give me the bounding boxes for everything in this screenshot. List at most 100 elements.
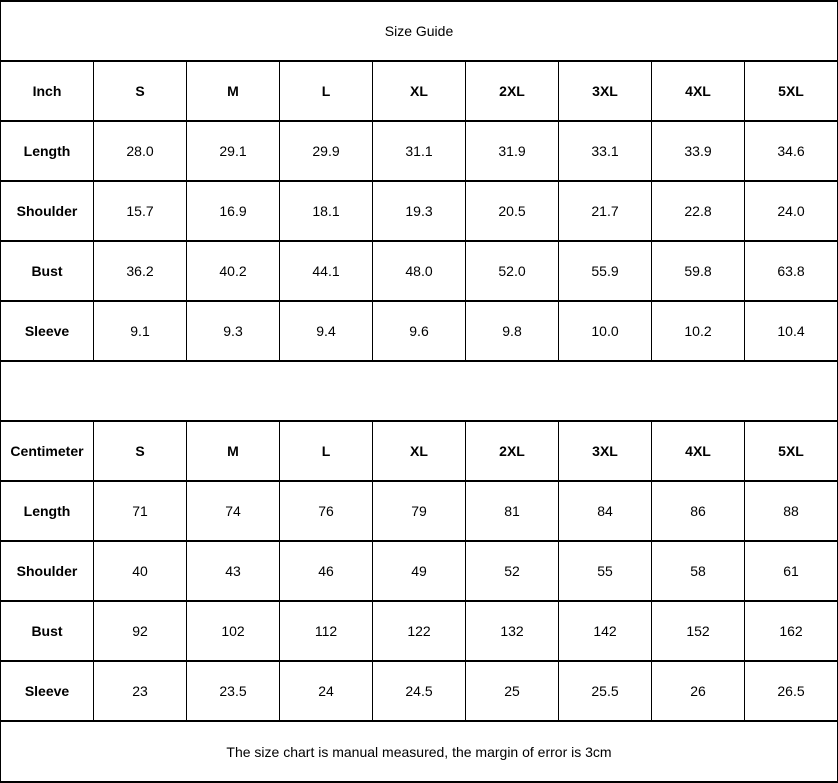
- value-cell: 81: [465, 480, 559, 542]
- unit-header-inch: Inch: [0, 60, 94, 122]
- size-header: L: [279, 420, 373, 482]
- value-cell: 36.2: [93, 240, 187, 302]
- value-cell: 112: [279, 600, 373, 662]
- value-cell: 122: [372, 600, 466, 662]
- value-cell: 33.1: [558, 120, 652, 182]
- size-header: XL: [372, 60, 466, 122]
- value-cell: 79: [372, 480, 466, 542]
- value-cell: 25: [465, 660, 559, 722]
- centimeter-length-row: Length 71 74 76 79 81 84 86 88: [0, 480, 838, 542]
- value-cell: 52.0: [465, 240, 559, 302]
- size-header: 5XL: [744, 420, 838, 482]
- value-cell: 9.4: [279, 300, 373, 362]
- value-cell: 16.9: [186, 180, 280, 242]
- value-cell: 59.8: [651, 240, 745, 302]
- value-cell: 152: [651, 600, 745, 662]
- value-cell: 31.1: [372, 120, 466, 182]
- centimeter-header-row: Centimeter S M L XL 2XL 3XL 4XL 5XL: [0, 420, 838, 482]
- value-cell: 43: [186, 540, 280, 602]
- value-cell: 92: [93, 600, 187, 662]
- value-cell: 21.7: [558, 180, 652, 242]
- value-cell: 55: [558, 540, 652, 602]
- size-header: 2XL: [465, 420, 559, 482]
- value-cell: 23: [93, 660, 187, 722]
- inch-header-row: Inch S M L XL 2XL 3XL 4XL 5XL: [0, 60, 838, 122]
- value-cell: 76: [279, 480, 373, 542]
- size-header: M: [186, 420, 280, 482]
- centimeter-bust-row: Bust 92 102 112 122 132 142 152 162: [0, 600, 838, 662]
- row-label-length: Length: [0, 480, 94, 542]
- value-cell: 24: [279, 660, 373, 722]
- value-cell: 63.8: [744, 240, 838, 302]
- value-cell: 26: [651, 660, 745, 722]
- value-cell: 88: [744, 480, 838, 542]
- value-cell: 9.1: [93, 300, 187, 362]
- row-label-shoulder: Shoulder: [0, 180, 94, 242]
- row-label-bust: Bust: [0, 240, 94, 302]
- size-header: L: [279, 60, 373, 122]
- inch-shoulder-row: Shoulder 15.7 16.9 18.1 19.3 20.5 21.7 2…: [0, 180, 838, 242]
- size-header: S: [93, 420, 187, 482]
- size-header: XL: [372, 420, 466, 482]
- row-label-sleeve: Sleeve: [0, 300, 94, 362]
- footer-note: The size chart is manual measured, the m…: [0, 720, 838, 783]
- row-label-shoulder: Shoulder: [0, 540, 94, 602]
- page-title: Size Guide: [0, 0, 838, 62]
- value-cell: 9.3: [186, 300, 280, 362]
- inch-bust-row: Bust 36.2 40.2 44.1 48.0 52.0 55.9 59.8 …: [0, 240, 838, 302]
- value-cell: 26.5: [744, 660, 838, 722]
- value-cell: 15.7: [93, 180, 187, 242]
- value-cell: 55.9: [558, 240, 652, 302]
- inch-sleeve-row: Sleeve 9.1 9.3 9.4 9.6 9.8 10.0 10.2 10.…: [0, 300, 838, 362]
- value-cell: 34.6: [744, 120, 838, 182]
- value-cell: 10.0: [558, 300, 652, 362]
- value-cell: 24.0: [744, 180, 838, 242]
- row-label-sleeve: Sleeve: [0, 660, 94, 722]
- value-cell: 9.8: [465, 300, 559, 362]
- value-cell: 24.5: [372, 660, 466, 722]
- unit-header-centimeter: Centimeter: [0, 420, 94, 482]
- value-cell: 19.3: [372, 180, 466, 242]
- value-cell: 33.9: [651, 120, 745, 182]
- value-cell: 40: [93, 540, 187, 602]
- size-header: M: [186, 60, 280, 122]
- size-header: 4XL: [651, 60, 745, 122]
- value-cell: 52: [465, 540, 559, 602]
- size-header: 3XL: [558, 420, 652, 482]
- value-cell: 9.6: [372, 300, 466, 362]
- value-cell: 18.1: [279, 180, 373, 242]
- value-cell: 22.8: [651, 180, 745, 242]
- value-cell: 29.1: [186, 120, 280, 182]
- value-cell: 162: [744, 600, 838, 662]
- value-cell: 40.2: [186, 240, 280, 302]
- row-label-bust: Bust: [0, 600, 94, 662]
- value-cell: 102: [186, 600, 280, 662]
- value-cell: 10.4: [744, 300, 838, 362]
- row-label-length: Length: [0, 120, 94, 182]
- value-cell: 132: [465, 600, 559, 662]
- value-cell: 86: [651, 480, 745, 542]
- size-header: 2XL: [465, 60, 559, 122]
- value-cell: 71: [93, 480, 187, 542]
- size-header: S: [93, 60, 187, 122]
- centimeter-shoulder-row: Shoulder 40 43 46 49 52 55 58 61: [0, 540, 838, 602]
- value-cell: 46: [279, 540, 373, 602]
- size-header: 3XL: [558, 60, 652, 122]
- value-cell: 84: [558, 480, 652, 542]
- value-cell: 61: [744, 540, 838, 602]
- value-cell: 28.0: [93, 120, 187, 182]
- value-cell: 74: [186, 480, 280, 542]
- spacer-row: [0, 360, 838, 422]
- value-cell: 23.5: [186, 660, 280, 722]
- size-header: 4XL: [651, 420, 745, 482]
- value-cell: 58: [651, 540, 745, 602]
- value-cell: 25.5: [558, 660, 652, 722]
- value-cell: 29.9: [279, 120, 373, 182]
- value-cell: 44.1: [279, 240, 373, 302]
- value-cell: 49: [372, 540, 466, 602]
- centimeter-sleeve-row: Sleeve 23 23.5 24 24.5 25 25.5 26 26.5: [0, 660, 838, 722]
- inch-length-row: Length 28.0 29.1 29.9 31.1 31.9 33.1 33.…: [0, 120, 838, 182]
- value-cell: 142: [558, 600, 652, 662]
